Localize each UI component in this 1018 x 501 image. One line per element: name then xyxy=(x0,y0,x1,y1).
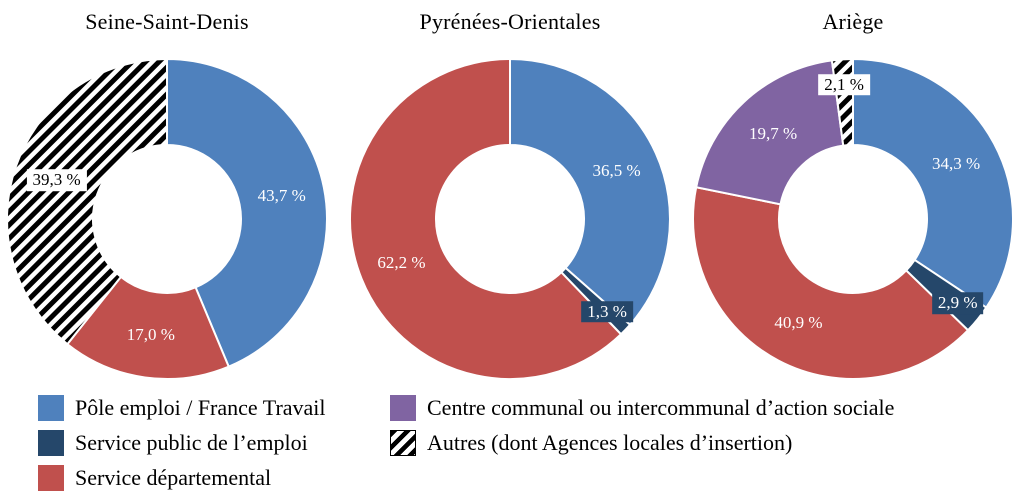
legend-label: Autres (dont Agences locales d’insertion… xyxy=(427,430,793,455)
pie-slice-service-departemental xyxy=(349,57,623,380)
chart-title: Seine-Saint-Denis xyxy=(85,9,249,34)
slice-data-label: 2,9 % xyxy=(931,292,984,315)
pie-slice-ccas xyxy=(695,59,845,206)
slice-data-label: 39,3 % xyxy=(26,169,87,192)
legend-swatch-ccas xyxy=(390,394,416,421)
donut-svg xyxy=(692,57,1014,380)
slice-data-label: 62,2 % xyxy=(377,252,426,272)
pie-slice-pole-emploi xyxy=(852,57,1014,309)
slice-data-label: 34,3 % xyxy=(932,153,981,173)
slice-data-label: 40,9 % xyxy=(774,312,823,332)
donut-plot: 34,3 % 2,9 % 40,9 % 19,7 % 2,1 % xyxy=(688,54,1018,384)
legend-column-2: Centre communal ou intercommunal d’actio… xyxy=(390,394,894,491)
chart-title: Pyrénées-Orientales xyxy=(419,9,601,34)
pie-slice-pole-emploi xyxy=(509,57,671,327)
slice-data-label: 43,7 % xyxy=(257,186,306,206)
legend-label: Service public de l’emploi xyxy=(75,430,308,455)
legend-label: Pôle emploi / France Travail xyxy=(75,395,326,420)
slice-data-label: 36,5 % xyxy=(592,161,641,181)
pie-slice-autres xyxy=(6,57,168,346)
slice-data-label: 17,0 % xyxy=(126,325,175,345)
legend-label: Centre communal ou intercommunal d’actio… xyxy=(427,395,895,420)
donut-svg xyxy=(6,57,328,380)
legend-label: Service départemental xyxy=(75,465,272,490)
legend: Pôle emploi / France Travail Service pub… xyxy=(0,394,1018,491)
donut-plot: 36,5 % 1,3 % 62,2 % xyxy=(345,54,675,384)
pie-slice-service-departemental xyxy=(692,186,970,380)
legend-item-service-public-emploi: Service public de l’emploi xyxy=(38,429,390,456)
donut-plot: 43,7 % 17,0 % 39,3 % xyxy=(2,54,332,384)
legend-column-1: Pôle emploi / France Travail Service pub… xyxy=(38,394,390,491)
pie-slice-service-departemental xyxy=(65,275,231,380)
legend-item-ccas: Centre communal ou intercommunal d’actio… xyxy=(390,394,894,421)
donut-svg xyxy=(349,57,671,380)
legend-item-pole-emploi: Pôle emploi / France Travail xyxy=(38,394,390,421)
legend-swatch-service-public-emploi xyxy=(38,429,64,456)
donut-chart-pyrenees-orientales: Pyrénées-Orientales 36,5 % 1,3 % 62,2 % xyxy=(345,8,675,384)
donut-chart-ariege: Ariège 34,3 % 2,9 % 40,9 % 19,7 % 2,1 % xyxy=(688,8,1018,384)
pie-slice-pole-emploi xyxy=(166,57,328,368)
slice-data-label: 1,3 % xyxy=(581,301,633,323)
donut-chart-seine-saint-denis: Seine-Saint-Denis 43,7 % 17,0 % 39,3 % xyxy=(2,8,332,384)
slice-data-label: 2,1 % xyxy=(818,74,870,96)
legend-swatch-pole-emploi xyxy=(38,394,64,421)
legend-swatch-autres-hatch xyxy=(390,429,416,456)
chart-title: Ariège xyxy=(822,9,884,34)
charts-row: Seine-Saint-Denis 43,7 % 17,0 % 39,3 % Pyr… xyxy=(2,8,1018,384)
slice-data-label: 19,7 % xyxy=(749,123,798,143)
legend-item-autres: Autres (dont Agences locales d’insertion… xyxy=(390,429,894,456)
legend-item-service-departemental: Service départemental xyxy=(38,464,390,491)
legend-swatch-service-departemental xyxy=(38,464,64,491)
